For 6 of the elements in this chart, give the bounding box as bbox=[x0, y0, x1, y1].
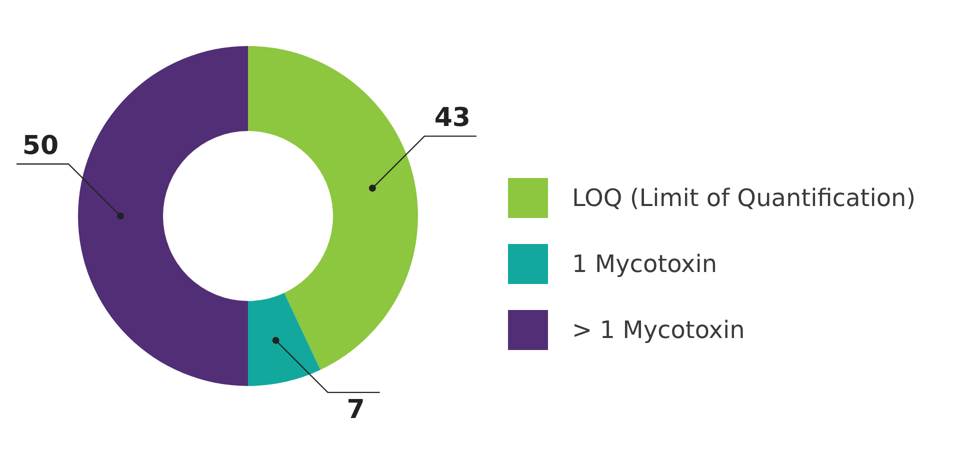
legend-label: > 1 Mycotoxin bbox=[572, 316, 745, 344]
data-label: 50 bbox=[22, 130, 59, 161]
data-label: 43 bbox=[434, 102, 471, 133]
legend-label: 1 Mycotoxin bbox=[572, 250, 718, 278]
legend-label: LOQ (Limit of Quantification) bbox=[572, 184, 916, 212]
data-label: 7 bbox=[346, 395, 365, 426]
